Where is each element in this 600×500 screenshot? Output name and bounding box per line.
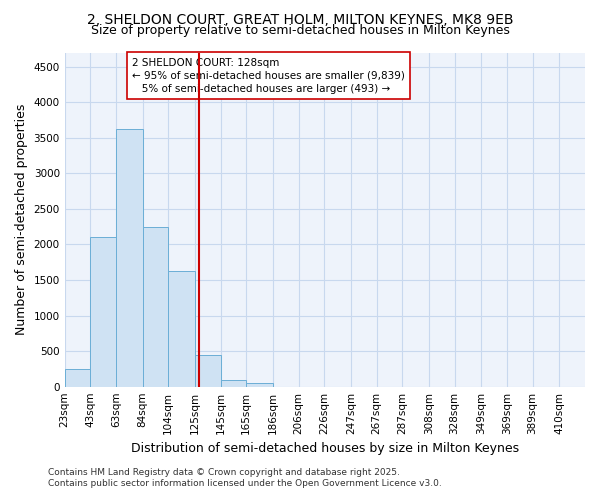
Bar bbox=[246, 383, 273, 386]
Bar bbox=[195, 354, 221, 386]
Bar bbox=[116, 129, 143, 386]
Text: Size of property relative to semi-detached houses in Milton Keynes: Size of property relative to semi-detach… bbox=[91, 24, 509, 37]
Bar bbox=[168, 271, 195, 386]
Bar bbox=[221, 380, 246, 386]
Bar bbox=[143, 226, 168, 386]
Bar bbox=[65, 369, 90, 386]
Bar bbox=[90, 238, 116, 386]
Text: 2, SHELDON COURT, GREAT HOLM, MILTON KEYNES, MK8 9EB: 2, SHELDON COURT, GREAT HOLM, MILTON KEY… bbox=[87, 12, 513, 26]
Y-axis label: Number of semi-detached properties: Number of semi-detached properties bbox=[15, 104, 28, 336]
Text: Contains HM Land Registry data © Crown copyright and database right 2025.
Contai: Contains HM Land Registry data © Crown c… bbox=[48, 468, 442, 487]
X-axis label: Distribution of semi-detached houses by size in Milton Keynes: Distribution of semi-detached houses by … bbox=[131, 442, 519, 455]
Text: 2 SHELDON COURT: 128sqm
← 95% of semi-detached houses are smaller (9,839)
   5% : 2 SHELDON COURT: 128sqm ← 95% of semi-de… bbox=[133, 58, 405, 94]
